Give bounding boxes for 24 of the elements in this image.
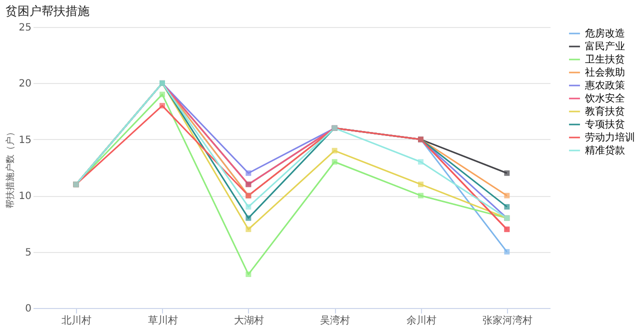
legend-label: 教育扶贫 [585, 106, 625, 118]
legend-label: 社会救助 [585, 66, 625, 78]
y-tick-label: 15 [18, 134, 32, 146]
legend-label: 劳动力培训 [585, 132, 635, 144]
x-tick-label: 北川村 [62, 314, 92, 326]
y-tick-label: 10 [18, 191, 32, 202]
x-tick-label: 吴湾村 [320, 314, 350, 326]
y-tick-label: 20 [18, 78, 32, 90]
x-tick-label: 大湖村 [234, 314, 264, 326]
x-tick-label: 张家河湾村 [482, 314, 532, 326]
legend-label: 惠农政策 [584, 80, 625, 92]
y-tick-label: 25 [18, 22, 32, 34]
legend-label: 卫生扶贫 [585, 54, 625, 66]
x-tick-label: 草川村 [148, 314, 178, 326]
legend-label: 危房改造 [585, 28, 625, 40]
y-tick-label: 5 [25, 247, 32, 258]
legend-label: 富民产业 [585, 40, 625, 52]
chart-title: 贫困户帮扶措施 [5, 4, 90, 18]
y-tick-label: 0 [25, 304, 32, 314]
legend-label: 精准贷款 [585, 144, 625, 156]
y-axis-title: 帮扶措施户数（户） [4, 128, 16, 208]
x-tick-label: 余川村 [406, 314, 436, 326]
legend-label: 专项扶贫 [585, 118, 625, 130]
legend-label: 饮水安全 [584, 92, 625, 104]
